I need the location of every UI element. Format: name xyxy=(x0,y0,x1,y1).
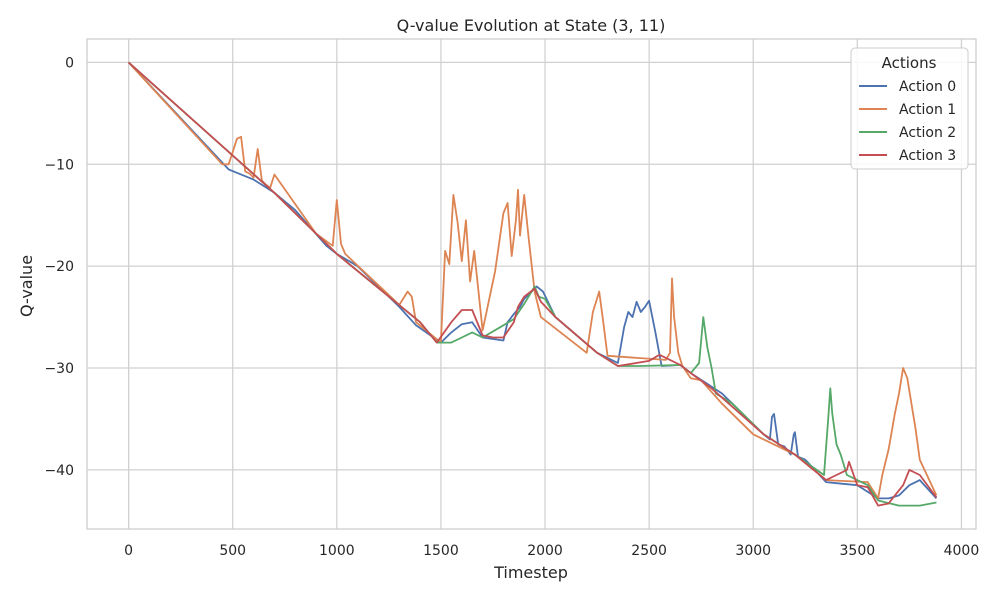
x-tick-label: 4000 xyxy=(944,543,980,559)
y-tick-labels: 0 −10 −20 −30 −40 xyxy=(44,55,74,478)
x-axis-label: Timestep xyxy=(493,563,568,582)
plot-area xyxy=(86,38,977,530)
y-tick-label: −20 xyxy=(44,259,74,275)
y-tick-label: 0 xyxy=(65,55,74,71)
series-lines xyxy=(127,61,938,507)
x-tick-label: 2000 xyxy=(527,543,563,559)
y-tick-label: −30 xyxy=(44,361,74,377)
y-gridlines xyxy=(87,61,976,471)
chart-title: Q-value Evolution at State (3, 11) xyxy=(397,16,666,35)
legend-label-action-0: Action 0 xyxy=(899,79,956,95)
y-axis-label: Q-value xyxy=(17,255,36,317)
legend-label-action-2: Action 2 xyxy=(899,125,956,141)
x-gridlines xyxy=(128,39,963,529)
x-tick-label: 1500 xyxy=(423,543,459,559)
x-tick-label: 1000 xyxy=(319,543,355,559)
x-tick-label: 3000 xyxy=(735,543,771,559)
legend-label-action-1: Action 1 xyxy=(899,102,956,118)
y-tick-label: −10 xyxy=(44,157,74,173)
legend: Actions Action 0 Action 1 Action 2 Action 3 xyxy=(850,47,969,170)
x-tick-labels: 0 500 1000 1500 2000 2500 3000 3500 4000 xyxy=(124,543,979,559)
y-tick-label: −40 xyxy=(44,463,74,479)
legend-label-action-3: Action 3 xyxy=(899,148,956,164)
legend-box xyxy=(850,47,969,170)
legend-title: Actions xyxy=(882,54,937,72)
x-tick-label: 500 xyxy=(219,543,246,559)
series-line-action-3 xyxy=(128,61,938,507)
x-tick-label: 3500 xyxy=(840,543,876,559)
x-tick-label: 0 xyxy=(124,543,133,559)
x-tick-label: 2500 xyxy=(631,543,667,559)
legend-items: Action 0 Action 1 Action 2 Action 3 xyxy=(859,79,956,164)
